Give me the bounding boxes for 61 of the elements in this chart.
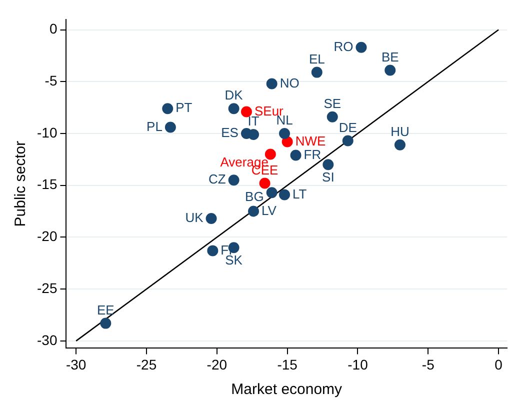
data-label: EL: [308, 51, 325, 66]
point: [356, 42, 367, 53]
x-tick-label: 0: [494, 356, 503, 372]
data-label: SI: [322, 170, 334, 185]
data-label: LV: [262, 202, 277, 218]
x-tick-label: -20: [206, 356, 228, 372]
point: [279, 128, 290, 139]
data-label: CZ: [208, 172, 226, 187]
data-label: HU: [390, 124, 410, 139]
point: [282, 136, 293, 148]
point: [290, 150, 302, 161]
point: [342, 135, 354, 146]
data-label: DK: [224, 88, 244, 103]
point: [162, 103, 174, 114]
data-label: PL: [146, 118, 162, 134]
y-tick-label: -30: [37, 332, 58, 348]
data-label: SE: [324, 96, 342, 111]
data-label: DE: [338, 120, 358, 135]
data-label: RO: [334, 38, 354, 54]
point: [206, 213, 217, 224]
point: [240, 106, 252, 118]
y-tick-label: 0: [49, 20, 58, 37]
data-label: FR: [304, 146, 322, 162]
point: [164, 122, 176, 133]
data-label: ES: [221, 125, 239, 140]
point: [228, 103, 240, 114]
data-label: BG: [245, 189, 264, 204]
y-tick-label: -20: [37, 228, 58, 244]
point: [259, 178, 270, 189]
data-label: EE: [96, 302, 115, 318]
data-label: SK: [225, 252, 243, 268]
point: [279, 189, 290, 200]
y-axis-title: Public sector: [12, 140, 30, 227]
point: [384, 64, 396, 76]
point: [322, 159, 334, 170]
point: [311, 66, 322, 78]
data-label: BE: [381, 49, 400, 64]
point: [394, 139, 406, 150]
x-tick-label: -25: [136, 356, 157, 372]
data-label: PT: [176, 100, 192, 116]
x-tick-label: -30: [66, 356, 86, 372]
x-tick-label: -5: [422, 356, 435, 372]
point: [266, 78, 278, 90]
x-tick-label: -15: [277, 356, 298, 372]
y-tick-label: -5: [44, 72, 58, 88]
x-axis-title: Market economy: [231, 381, 343, 398]
y-tick-label: -15: [37, 176, 58, 192]
y-tick-label: -25: [37, 280, 58, 296]
data-label: UK: [185, 210, 204, 226]
y-tick-label: -10: [37, 124, 58, 140]
point: [248, 206, 260, 217]
data-label: LT: [292, 186, 307, 202]
point: [266, 187, 278, 198]
data-label: NO: [280, 75, 300, 90]
x-tick-label: -10: [348, 356, 368, 372]
point: [248, 129, 260, 140]
point: [207, 245, 218, 256]
point: [228, 174, 240, 186]
point: [326, 111, 338, 122]
point: [100, 318, 112, 329]
data-label: NWE: [295, 133, 326, 148]
